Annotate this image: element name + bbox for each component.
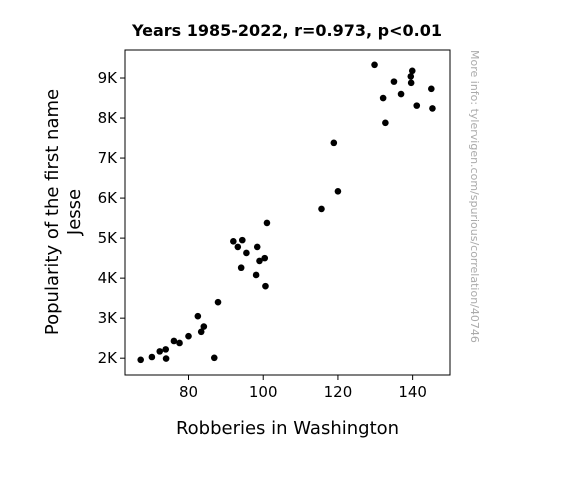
y-tick-label: 9K <box>98 69 119 87</box>
data-point <box>318 205 325 213</box>
data-point <box>390 78 398 85</box>
data-point <box>334 187 342 195</box>
source-watermark: More info: tylervigen.com/spurious/corre… <box>468 50 481 343</box>
data-point <box>210 354 218 362</box>
data-point <box>200 323 208 330</box>
data-point <box>162 346 170 353</box>
data-point <box>371 61 378 69</box>
data-point <box>194 312 202 320</box>
data-point <box>256 257 263 265</box>
data-point <box>170 337 178 345</box>
y-tick-label: 4K <box>98 269 119 287</box>
y-tick-label: 7K <box>98 149 119 167</box>
y-axis: 2K 3K 4K 5K 6K 7K 8K 9K <box>98 69 125 367</box>
data-point <box>429 105 436 112</box>
data-point <box>234 243 242 251</box>
chart-title: Years 1985-2022, r=0.973, p<0.01 <box>131 21 442 40</box>
data-point <box>156 348 164 355</box>
data-point <box>407 73 415 80</box>
data-point <box>413 102 421 109</box>
x-tick-label: 120 <box>324 383 353 401</box>
data-point <box>330 139 338 147</box>
x-tick-label: 140 <box>398 383 427 401</box>
data-point <box>197 328 205 336</box>
data-point <box>263 219 271 227</box>
data-point <box>137 356 144 364</box>
data-point <box>397 90 405 98</box>
x-tick-label: 100 <box>249 383 278 401</box>
y-tick-label: 5K <box>98 229 119 247</box>
data-point <box>379 94 387 102</box>
data-points <box>137 61 436 364</box>
x-axis: 80 100 120 140 <box>179 375 427 401</box>
data-point <box>162 355 170 362</box>
data-point <box>243 249 250 257</box>
data-point <box>237 264 245 272</box>
data-point <box>408 67 416 75</box>
y-tick-label: 3K <box>98 309 119 327</box>
data-point <box>262 282 269 290</box>
data-point <box>230 238 237 245</box>
data-point <box>261 254 269 262</box>
data-point <box>407 79 415 87</box>
data-point <box>252 271 260 279</box>
x-axis-label: Robberies in Washington <box>176 418 399 439</box>
plot-area <box>124 49 451 376</box>
x-tick-label: 80 <box>179 383 198 401</box>
data-point <box>382 119 389 127</box>
data-point <box>148 353 156 361</box>
data-point <box>253 243 261 251</box>
data-point <box>214 298 222 306</box>
y-axis-label-line-2: Jesse <box>64 189 85 236</box>
data-point <box>238 236 246 244</box>
data-point <box>428 85 435 93</box>
y-tick-label: 6K <box>98 189 119 207</box>
data-point <box>185 332 192 340</box>
data-point <box>176 339 183 347</box>
y-tick-label: 8K <box>98 109 119 127</box>
y-tick-label: 2K <box>98 349 119 367</box>
y-axis-label-line-1: Popularity of the first name <box>42 89 63 335</box>
